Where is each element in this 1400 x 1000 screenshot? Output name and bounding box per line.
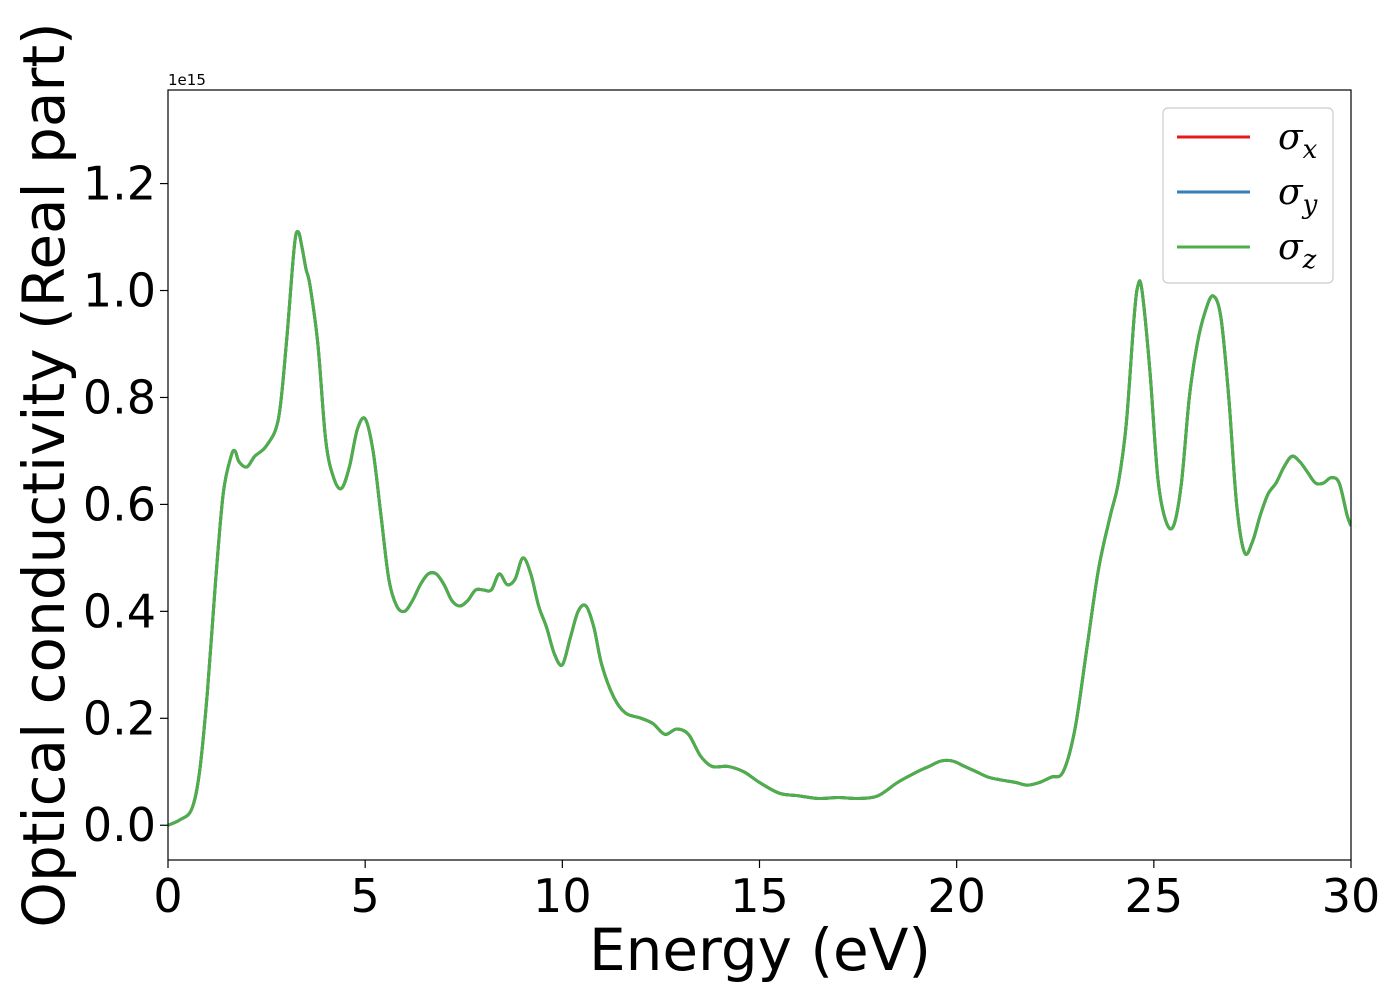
- x-tick-label: 20: [927, 869, 986, 923]
- x-tick-label: 25: [1125, 869, 1184, 923]
- x-tick-label: 5: [351, 869, 380, 923]
- x-tick-label: 0: [153, 869, 182, 923]
- y-axis: 0.0 0.2 0.4 0.6 0.8 1.0 1.2: [83, 157, 168, 852]
- series-line-sigma-z: [168, 230, 1351, 827]
- series-layer: [168, 230, 1351, 827]
- legend: σx σy σz: [1162, 107, 1334, 284]
- y-tick-label: 0.0: [83, 798, 156, 852]
- x-tick-label: 15: [730, 869, 789, 923]
- y-tick-label: 0.4: [83, 584, 156, 638]
- legend-label-sigma-x: σx: [1278, 117, 1318, 165]
- y-tick-label: 1.2: [83, 157, 156, 211]
- y-tick-label: 0.2: [83, 691, 156, 745]
- y-offset-label: 1e15: [168, 71, 206, 89]
- plot-background: [168, 90, 1351, 860]
- y-tick-label: 0.8: [83, 370, 156, 424]
- x-tick-label: 30: [1322, 869, 1381, 923]
- y-axis-title: Optical conductivity (Real part): [10, 22, 78, 927]
- legend-label-sigma-y: σy: [1278, 172, 1318, 220]
- legend-label-sigma-z: σz: [1278, 227, 1317, 275]
- legend-box: [1162, 107, 1334, 284]
- x-tick-label: 10: [533, 869, 592, 923]
- y-tick-label: 1.0: [83, 264, 156, 318]
- x-axis: 0 5 10 15 20 25 30: [153, 860, 1380, 923]
- y-tick-label: 0.6: [83, 477, 156, 531]
- x-axis-title: Energy (eV): [589, 916, 931, 984]
